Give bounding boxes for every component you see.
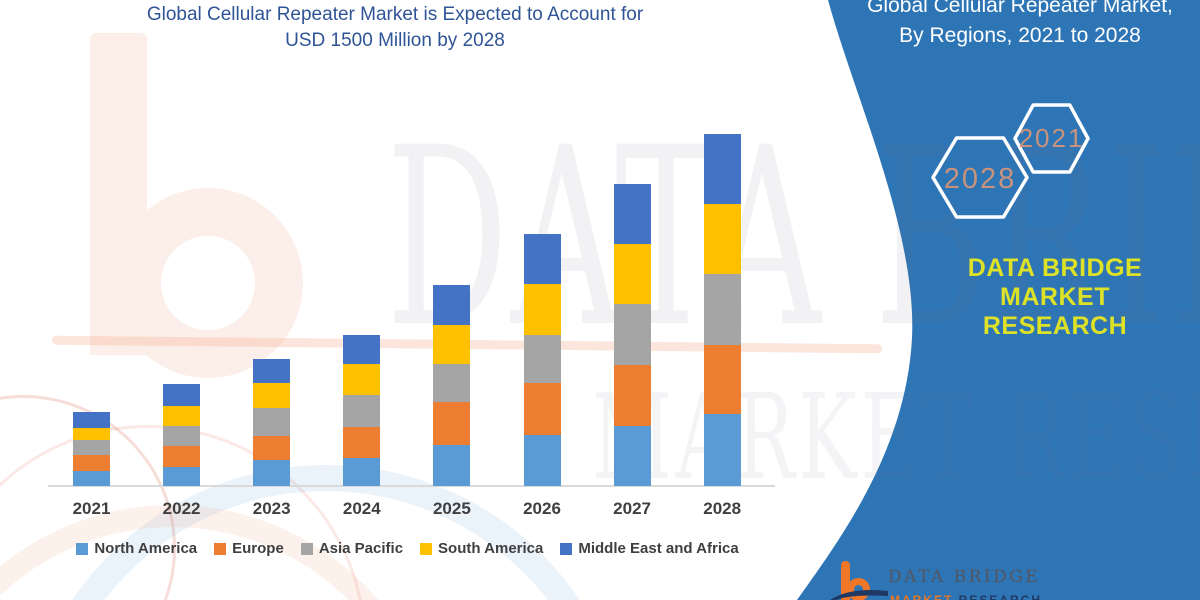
legend-item-europe: Europe xyxy=(214,540,284,557)
bar-2027 xyxy=(613,184,651,486)
bar-segment-2025-europe xyxy=(433,402,471,446)
hexagon-2028-icon xyxy=(931,136,1029,219)
bar-segment-2023-europe xyxy=(253,436,291,460)
logo-subtitle: MARKET RESEARCH xyxy=(890,593,1042,600)
bar-segment-2022-south-america xyxy=(163,406,201,426)
x-axis-label-2025: 2025 xyxy=(432,499,471,518)
chart-title-line1: Global Cellular Repeater Market is Expec… xyxy=(146,4,644,25)
brand-name-line1: DATA BRIDGE MARKET xyxy=(967,254,1143,311)
bar-2026 xyxy=(523,233,561,486)
bar-2025 xyxy=(433,284,471,486)
x-axis-label-2024: 2024 xyxy=(342,499,381,518)
bar-segment-2028-middle-east-and-africa xyxy=(703,134,741,205)
bar-segment-2027-europe xyxy=(613,365,651,426)
legend-label: North America xyxy=(94,540,198,557)
legend-item-middle-east-and-africa: Middle East and Africa xyxy=(560,540,739,557)
bar-segment-2024-middle-east-and-africa xyxy=(343,334,381,364)
bar-segment-2021-asia-pacific xyxy=(73,440,110,456)
year-hexagons: 2021 2028 xyxy=(931,103,1090,219)
bar-segment-2027-south-america xyxy=(613,243,651,304)
bar-segment-2025-middle-east-and-africa xyxy=(433,284,471,326)
legend-swatch-icon xyxy=(420,542,433,555)
bar-segment-2028-south-america xyxy=(703,204,741,275)
bar-segment-2027-asia-pacific xyxy=(613,303,651,366)
bar-segment-2024-europe xyxy=(343,426,381,458)
legend-item-south-america: South America xyxy=(420,540,543,557)
x-axis-label-2022: 2022 xyxy=(162,499,201,518)
logo-swoosh-icon xyxy=(830,590,888,600)
legend-label: South America xyxy=(438,540,544,557)
legend-item-north-america: North America xyxy=(76,540,197,557)
hexagon-2021-icon xyxy=(1013,103,1090,174)
legend-swatch-icon xyxy=(300,542,313,555)
bar-segment-2021-south-america xyxy=(73,427,110,441)
bar-segment-2027-north-america xyxy=(613,425,651,486)
bar-2021 xyxy=(73,411,110,486)
bar-segment-2022-asia-pacific xyxy=(163,425,201,446)
hexagon-2021-label: 2021 xyxy=(1019,123,1085,153)
x-axis-label-2021: 2021 xyxy=(72,499,111,518)
bar-segment-2022-north-america xyxy=(163,466,201,486)
logo-b-icon xyxy=(841,561,850,600)
legend-swatch-icon xyxy=(76,542,89,555)
bar-segment-2026-asia-pacific xyxy=(523,335,561,384)
bar-segment-2021-middle-east-and-africa xyxy=(73,411,110,428)
bar-segment-2024-north-america xyxy=(343,457,381,486)
legend-label: Europe xyxy=(232,540,284,557)
logo-subtitle-research: RESEARCH xyxy=(958,593,1043,600)
legend-item-asia-pacific: Asia Pacific xyxy=(300,540,404,557)
x-axis-label-2026: 2026 xyxy=(523,499,561,518)
bar-segment-2022-europe xyxy=(163,445,201,467)
bar-segment-2026-north-america xyxy=(523,435,561,486)
legend-swatch-icon xyxy=(560,542,573,555)
chart-title-line2: USD 1500 Million by 2028 xyxy=(285,30,505,51)
bar-2022 xyxy=(163,384,201,486)
bar-segment-2026-middle-east-and-africa xyxy=(523,233,561,285)
x-axis-label-2027: 2027 xyxy=(613,499,651,518)
legend-swatch-icon xyxy=(214,542,227,555)
panel-title-line2: By Regions, 2021 to 2028 xyxy=(899,24,1141,47)
logo-b-bowl-icon xyxy=(847,578,870,600)
x-axis-label-2023: 2023 xyxy=(252,499,291,518)
bar-2028 xyxy=(703,134,741,486)
chart-legend: North America Europe Asia Pacific South Ame… xyxy=(40,540,775,557)
bar-segment-2025-south-america xyxy=(433,325,471,365)
brand-name-line2: RESEARCH xyxy=(982,312,1128,340)
bar-2024 xyxy=(343,334,381,486)
legend-label: Middle East and Africa xyxy=(578,540,739,557)
bar-segment-2023-middle-east-and-africa xyxy=(253,359,291,384)
panel-title: Global Cellular Repeater Market, By Regi… xyxy=(845,0,1195,51)
brand-name-text: DATA BRIDGE MARKET RESEARCH xyxy=(915,254,1195,341)
bar-segment-2028-north-america xyxy=(703,413,741,486)
bar-segment-2028-asia-pacific xyxy=(703,274,741,346)
bar-segment-2026-south-america xyxy=(523,284,561,336)
bar-segment-2024-south-america xyxy=(343,363,381,395)
bar-segment-2023-north-america xyxy=(253,459,291,486)
bar-segment-2021-north-america xyxy=(73,470,110,486)
bar-segment-2027-middle-east-and-africa xyxy=(613,184,651,244)
x-axis-line xyxy=(48,485,775,487)
bar-2023 xyxy=(253,359,291,486)
logo-subtitle-market: MARKET xyxy=(890,593,954,600)
bar-segment-2025-north-america xyxy=(433,445,471,486)
legend-label: Asia Pacific xyxy=(318,540,404,557)
bar-segment-2023-south-america xyxy=(253,383,291,409)
x-axis-label-2028: 2028 xyxy=(703,499,742,518)
logo-wordmark: DATA BRIDGE xyxy=(888,567,1041,587)
bar-segment-2024-asia-pacific xyxy=(343,394,381,427)
bar-segment-2026-europe xyxy=(523,383,561,436)
hexagon-2028-label: 2028 xyxy=(944,163,1017,195)
bar-segment-2025-asia-pacific xyxy=(433,364,471,403)
bar-segment-2028-europe xyxy=(703,345,741,414)
bar-segment-2022-middle-east-and-africa xyxy=(163,384,201,407)
chart-title: Global Cellular Repeater Market is Expec… xyxy=(70,2,720,54)
bar-segment-2021-europe xyxy=(73,455,110,471)
panel-title-line1: Global Cellular Repeater Market, xyxy=(867,0,1173,17)
bar-segment-2023-asia-pacific xyxy=(253,408,291,437)
